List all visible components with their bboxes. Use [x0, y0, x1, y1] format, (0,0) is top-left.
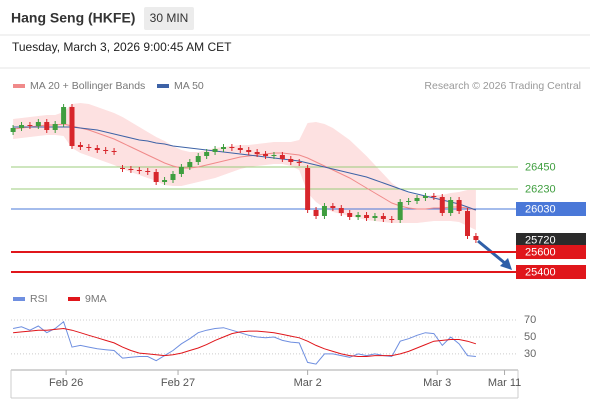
candle-body: [313, 210, 319, 216]
candle-body: [27, 125, 33, 126]
candle-body: [338, 208, 344, 213]
candle-body: [77, 145, 83, 147]
candle-body: [19, 125, 25, 128]
candle-body: [305, 168, 311, 210]
level-label: 25720: [525, 234, 556, 246]
candle-body: [439, 197, 445, 213]
candle-body: [355, 215, 361, 217]
candle-body: [406, 201, 412, 202]
ma-line: [13, 126, 477, 211]
candle-body: [456, 200, 462, 211]
legend-swatch: [13, 297, 25, 301]
legend-label: RSI: [30, 293, 48, 305]
arrow-head: [500, 258, 512, 270]
candle-body: [212, 149, 218, 152]
candle-body: [170, 174, 176, 180]
candle-body: [254, 152, 260, 154]
candle-body: [86, 147, 92, 148]
candle-body: [187, 162, 193, 167]
level-label: 26450: [525, 161, 556, 173]
candle-body: [237, 148, 243, 150]
candle-body: [136, 170, 142, 171]
legend-label: MA 20 + Bollinger Bands: [30, 80, 145, 92]
candle-body: [178, 167, 184, 174]
candle-body: [220, 147, 226, 149]
level-label: 25400: [525, 266, 556, 278]
candle-body: [288, 159, 294, 162]
candle-body: [128, 169, 134, 170]
candle-body: [321, 206, 327, 216]
candle-body: [296, 162, 302, 163]
level-label: 25600: [525, 246, 556, 258]
y-tick-label: 70: [524, 314, 536, 326]
candle-body: [330, 206, 336, 208]
level-box: [516, 245, 586, 259]
candle-body: [10, 128, 16, 132]
candle-body: [397, 202, 403, 220]
candle-body: [246, 150, 252, 152]
interval: 30 MIN: [150, 11, 189, 25]
candle-body: [271, 155, 277, 156]
level-box: [516, 233, 586, 247]
candle-body: [35, 122, 41, 126]
interval-box: [144, 7, 194, 30]
candle-body: [364, 215, 370, 218]
candle-body: [465, 211, 471, 236]
candle-body: [44, 122, 50, 130]
x-tick-label: Mar 2: [294, 377, 322, 389]
candle-body: [347, 213, 353, 217]
candle-body: [153, 172, 159, 182]
legend-swatch: [157, 84, 169, 88]
y-tick-label: 50: [524, 331, 536, 343]
candle-body: [431, 196, 437, 197]
candle-body: [111, 151, 117, 152]
x-tick-label: Feb 26: [49, 377, 83, 389]
level-label: 26030: [525, 203, 556, 215]
x-tick-label: Mar 11: [488, 377, 521, 389]
x-tick-label: Feb 27: [161, 377, 195, 389]
candle-body: [145, 171, 151, 172]
x-tick-label: Mar 3: [423, 377, 451, 389]
candle-body: [195, 156, 201, 162]
candle-body: [448, 200, 454, 213]
legend-label: MA 50: [174, 80, 204, 92]
candle-body: [414, 198, 420, 201]
legend-swatch: [68, 297, 80, 301]
candle-body: [69, 107, 75, 146]
candle-body: [103, 150, 109, 151]
candle-body: [473, 236, 479, 240]
legend-swatch: [13, 84, 25, 88]
legend-label: 9MA: [85, 293, 107, 305]
candle-body: [263, 154, 269, 156]
candle-body: [422, 196, 428, 198]
credit: Research © 2026 Trading Central: [424, 80, 581, 92]
candle-body: [279, 155, 285, 159]
candle-body: [162, 180, 168, 182]
y-tick-label: 30: [524, 348, 536, 360]
candle-body: [204, 152, 210, 156]
candle-body: [61, 107, 67, 124]
rsi-line: [13, 327, 477, 357]
candle-body: [229, 147, 235, 148]
chart-title: Hang Seng (HKFE): [11, 10, 135, 26]
candle-body: [94, 148, 100, 150]
candle-body: [372, 216, 378, 218]
rsi-line: [13, 320, 476, 365]
level-box: [516, 265, 586, 279]
candle-body: [119, 168, 125, 169]
level-box: [516, 202, 586, 216]
candle-body: [52, 124, 58, 130]
subtitle: Tuesday, March 3, 2026 9:00:45 AM CET: [12, 40, 232, 54]
candle-body: [380, 216, 386, 219]
candle-body: [389, 219, 395, 220]
level-label: 26230: [525, 183, 556, 195]
